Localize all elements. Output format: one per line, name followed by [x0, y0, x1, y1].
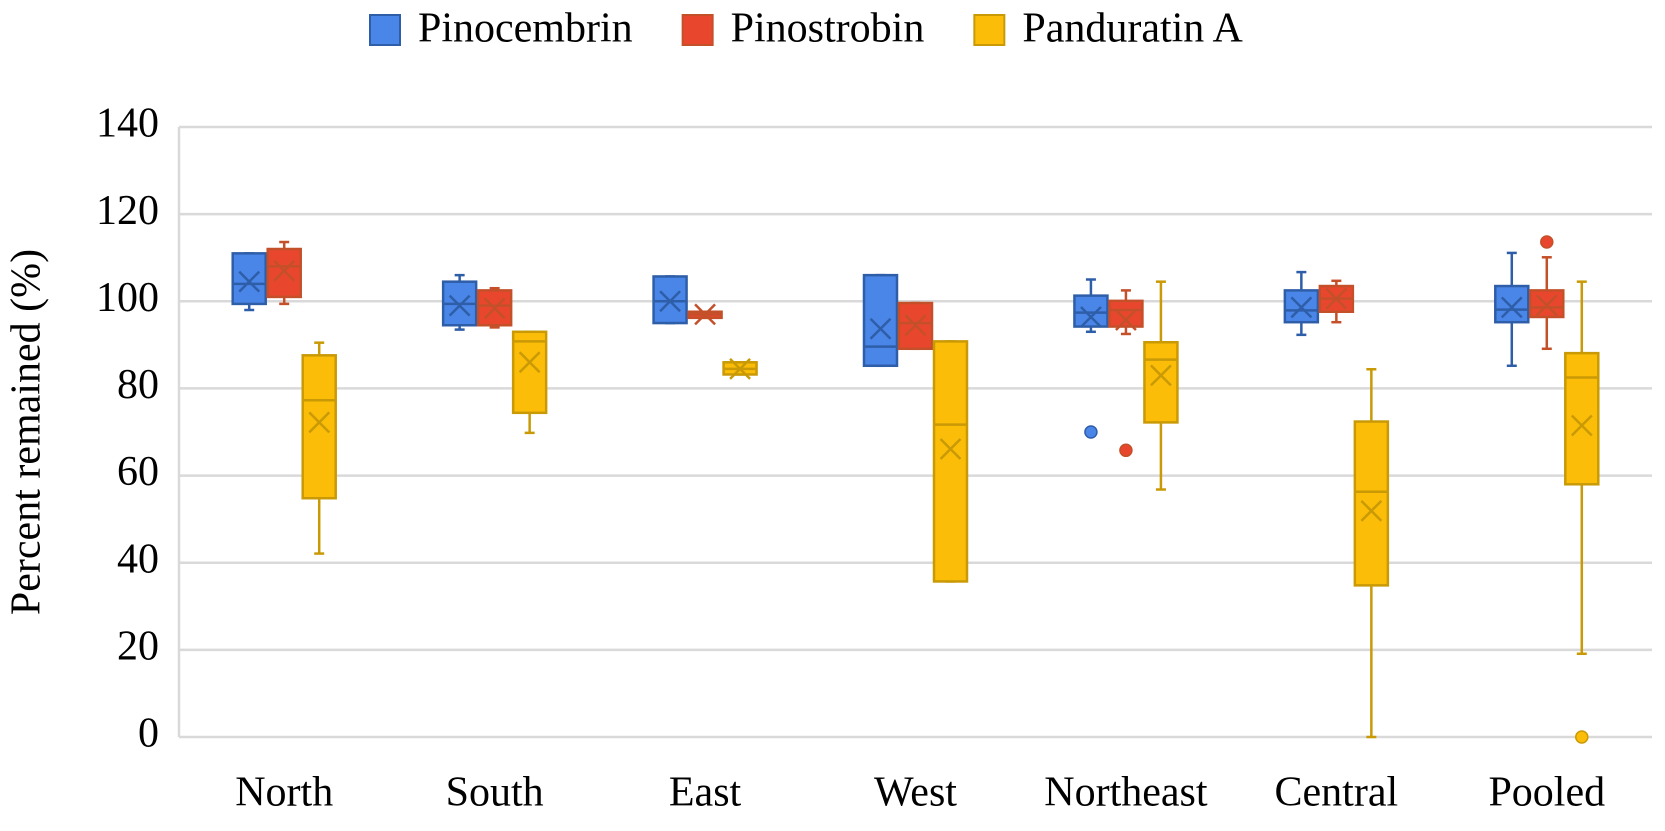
legend-label: Pinocembrin: [418, 6, 633, 52]
box-group: [897, 301, 934, 351]
mean-marker: [939, 438, 962, 460]
y-tick-label: 100: [96, 275, 159, 321]
box: [1529, 289, 1565, 319]
box: [1073, 294, 1109, 328]
x-tick-label: West: [874, 770, 957, 816]
x-tick-label: East: [669, 770, 742, 816]
mean-marker: [273, 259, 296, 282]
mean-marker: [869, 317, 892, 340]
box-group: [1529, 235, 1565, 351]
box: [511, 330, 548, 415]
mean-marker: [1150, 364, 1172, 387]
y-tick-label: 140: [96, 101, 159, 147]
outlier: [1540, 235, 1554, 249]
mean-marker: [659, 290, 681, 313]
mean-marker: [483, 297, 506, 320]
mean-marker: [1535, 294, 1558, 317]
mean-marker: [1360, 499, 1383, 522]
box-group: [476, 286, 513, 329]
mean-marker: [1570, 414, 1593, 437]
legend-swatch: [369, 14, 401, 46]
box-group: [687, 303, 723, 326]
box: [1494, 284, 1530, 324]
box-group: [1283, 270, 1320, 337]
mean-marker: [729, 357, 751, 380]
legend-label: Pinostrobin: [731, 6, 925, 52]
box-group: [1353, 368, 1390, 739]
x-tick-label: North: [235, 770, 333, 816]
box: [897, 301, 934, 351]
box: [301, 354, 337, 500]
y-tick-label: 120: [96, 188, 159, 234]
x-tick-label: South: [446, 770, 544, 816]
box: [862, 273, 899, 368]
outlier: [1575, 730, 1589, 744]
y-tick-label: 60: [117, 449, 159, 495]
box: [1143, 340, 1179, 424]
y-tick-label: 20: [117, 623, 159, 669]
box-group: [1108, 289, 1144, 458]
y-axis-title: Percent remained (%): [4, 249, 50, 615]
box-group: [1318, 279, 1355, 324]
box-group: [1073, 278, 1109, 439]
legend-label: Panduratin A: [1022, 6, 1243, 52]
box-group: [511, 330, 548, 435]
outlier: [1119, 443, 1133, 458]
mean-marker: [904, 314, 927, 337]
legend-swatch: [973, 14, 1006, 46]
mean-marker: [1115, 309, 1137, 331]
mean-marker: [694, 303, 716, 326]
box-group: [932, 340, 969, 583]
y-tick-label: 80: [117, 362, 159, 408]
mean-marker: [238, 270, 261, 293]
x-tick-label: Northeast: [1044, 770, 1208, 816]
mean-marker: [1080, 306, 1102, 328]
box-group: [722, 357, 758, 380]
mean-marker: [1325, 287, 1348, 310]
box: [266, 247, 302, 299]
box-group: [1143, 280, 1179, 491]
mean-marker: [308, 411, 331, 434]
mean-marker: [448, 294, 471, 317]
box-group: [441, 273, 478, 331]
box-group: [862, 273, 899, 368]
box-group: [1494, 251, 1530, 368]
box: [1564, 351, 1600, 486]
box-group: [1564, 280, 1600, 744]
box-group: [266, 240, 302, 306]
mean-marker: [1290, 296, 1313, 319]
x-tick-label: Pooled: [1488, 770, 1605, 816]
mean-marker: [1500, 296, 1523, 319]
x-tick-label: Central: [1275, 770, 1399, 816]
box-group: [301, 341, 337, 555]
box-group: [652, 275, 688, 325]
box-group: [231, 252, 267, 312]
y-tick-label: 40: [117, 536, 159, 582]
mean-marker: [518, 351, 541, 374]
box: [1108, 299, 1144, 328]
legend: Pinocembrin Pinostrobin Panduratin A: [369, 6, 1243, 52]
outlier: [1084, 425, 1098, 439]
box: [932, 340, 969, 583]
legend-swatch: [681, 14, 714, 46]
box: [1353, 420, 1390, 587]
box: [231, 252, 267, 306]
y-tick-label: 0: [138, 711, 159, 757]
